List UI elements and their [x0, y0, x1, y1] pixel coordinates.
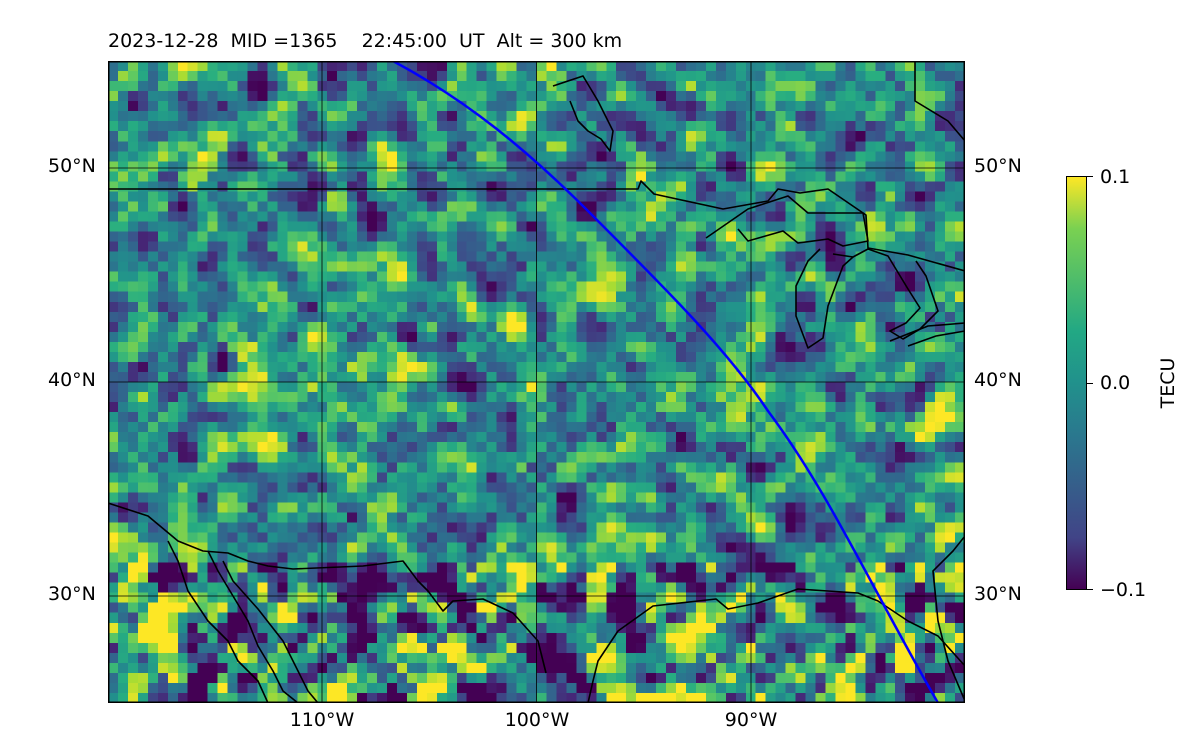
colorbar-tick-label-zero: 0.0	[1100, 372, 1131, 394]
map-frame	[108, 61, 965, 703]
colorbar-tick-label-min: −0.1	[1100, 579, 1147, 601]
lat-label-right-30: 30°N	[974, 583, 1022, 605]
colorbar-tick-mid	[1087, 383, 1093, 384]
graticule	[108, 61, 965, 703]
coastlines	[108, 61, 965, 703]
lon-label-90w: 90°W	[724, 709, 778, 731]
gulf-of-california	[207, 550, 299, 703]
hudson-bay-edge	[914, 61, 965, 142]
lat-label-left-30: 30°N	[48, 583, 96, 605]
lake-huron	[852, 248, 939, 340]
mexico-west-coast	[222, 560, 319, 703]
plot-title: 2023-12-28 MID =1365 22:45:00 UT Alt = 3…	[108, 30, 623, 52]
colorbar	[1066, 176, 1087, 590]
lake-superior	[705, 195, 869, 247]
lat-label-left-50: 50°N	[48, 155, 96, 177]
lat-label-left-40: 40°N	[48, 369, 96, 391]
gulf-coast	[587, 588, 965, 703]
lake-erie-ontario	[889, 322, 965, 347]
lat-label-right-40: 40°N	[974, 369, 1022, 391]
solar-terminator-line	[392, 61, 940, 703]
colorbar-tick-top	[1087, 176, 1093, 177]
map-overlay	[108, 61, 965, 703]
florida-coast	[932, 535, 965, 702]
lat-label-right-50: 50°N	[974, 155, 1022, 177]
lake-winnipeg	[552, 75, 614, 152]
colorbar-title: TECU	[1157, 357, 1179, 409]
us-canada-border	[108, 180, 965, 272]
colorbar-tick-label-max: 0.1	[1100, 166, 1131, 188]
baja-peninsula	[167, 540, 269, 703]
lon-label-110w: 110°W	[289, 709, 355, 731]
lake-michigan	[795, 248, 854, 349]
lon-label-100w: 100°W	[504, 709, 570, 731]
us-mexico-border	[108, 502, 547, 674]
tec-map	[108, 61, 965, 703]
colorbar-tick-bottom	[1087, 589, 1093, 590]
